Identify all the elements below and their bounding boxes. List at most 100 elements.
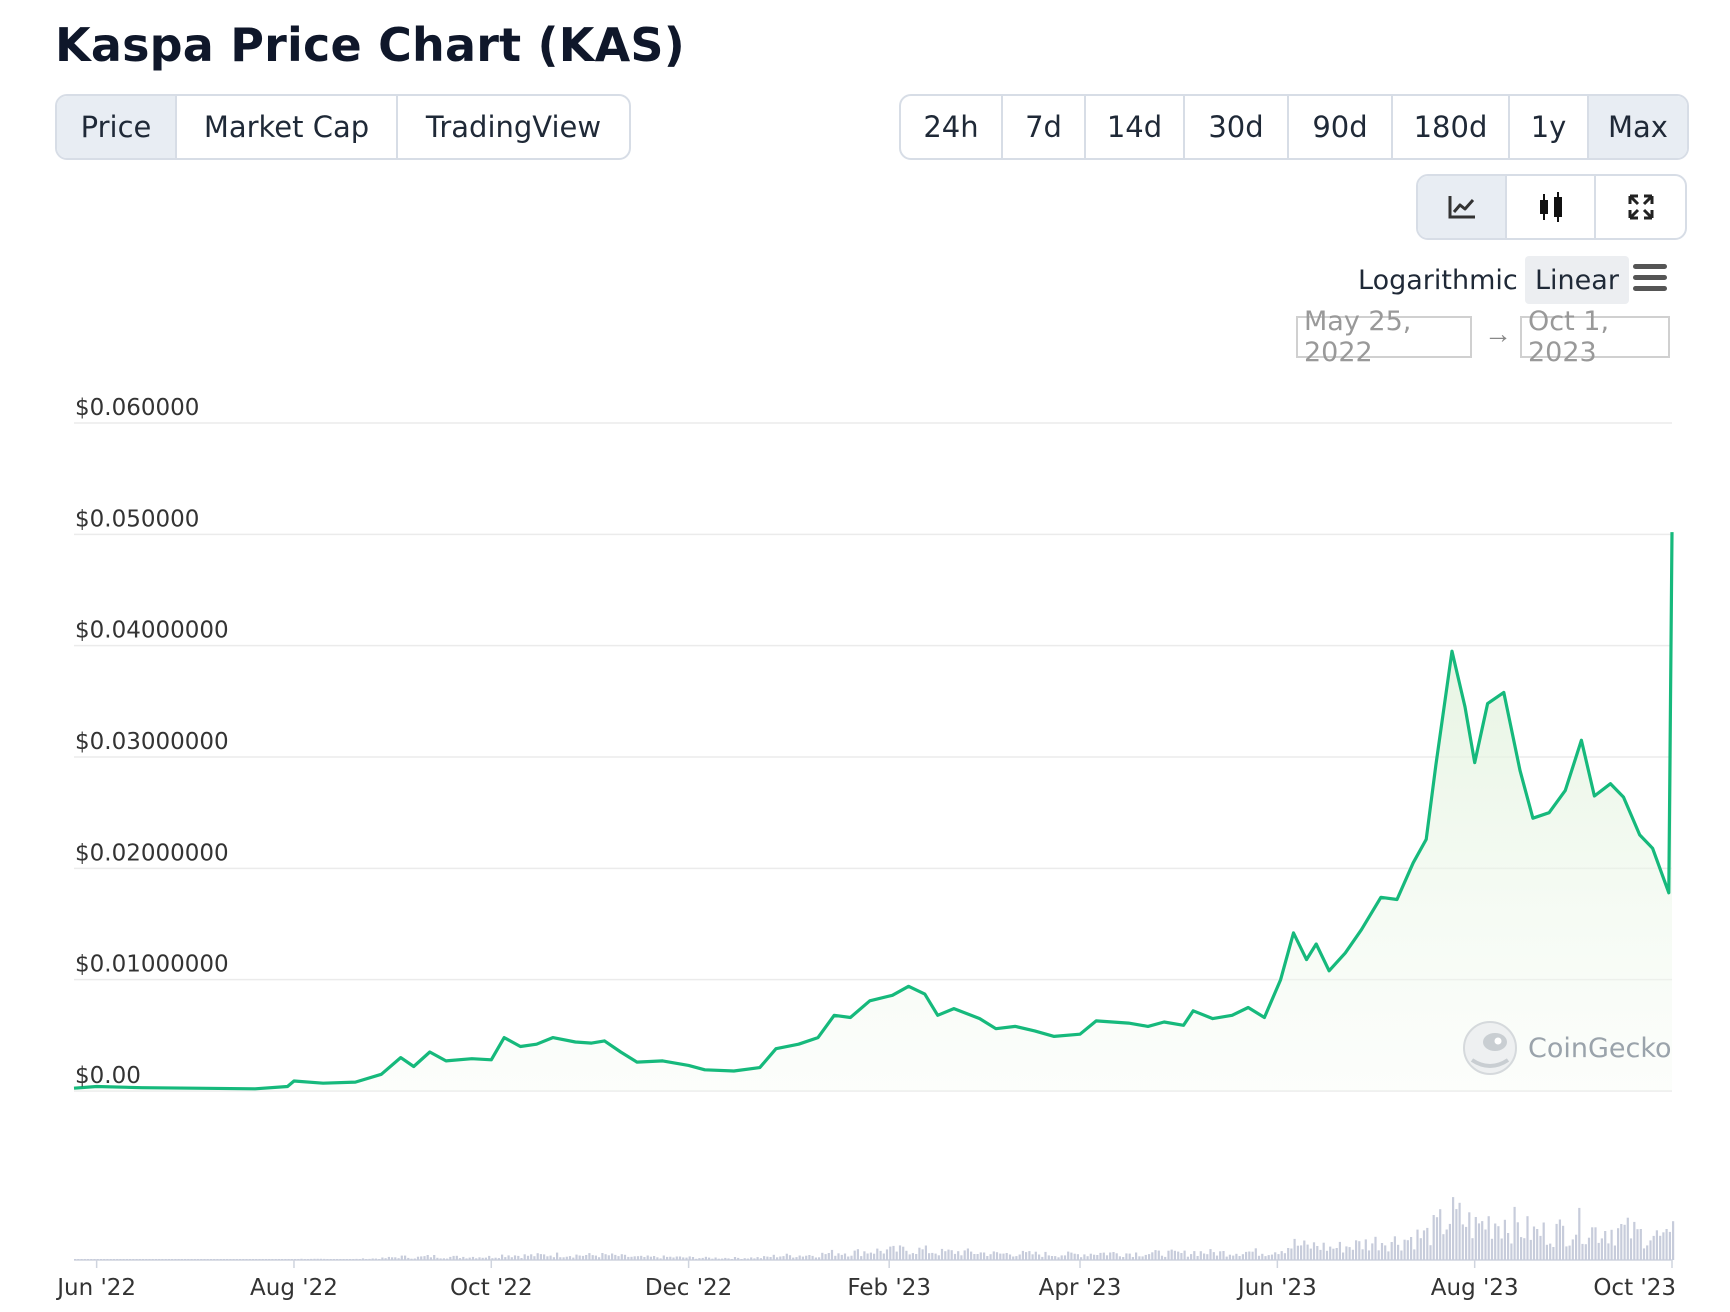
volume-bar: [1617, 1228, 1620, 1260]
volume-bar: [1280, 1251, 1283, 1260]
volume-bar: [1435, 1217, 1439, 1260]
volume-bar: [1012, 1256, 1015, 1260]
volume-bar: [174, 1259, 177, 1260]
volume-bar: [1199, 1251, 1202, 1260]
volume-bar: [1225, 1256, 1228, 1260]
volume-bar: [1565, 1246, 1568, 1260]
volume-bar: [471, 1256, 475, 1260]
volume-bar: [1144, 1254, 1147, 1260]
volume-bar: [995, 1252, 999, 1260]
tab-tradingview[interactable]: TradingView: [425, 110, 602, 144]
volume-bar: [1448, 1223, 1451, 1260]
volume-bar: [209, 1259, 213, 1260]
volume-bar: [1523, 1238, 1526, 1260]
volume-bar: [93, 1259, 96, 1260]
volume-bar: [1536, 1229, 1539, 1260]
volume-bar: [171, 1259, 174, 1260]
range-180d-button[interactable]: 180d: [1393, 96, 1510, 158]
volume-bar: [1118, 1256, 1121, 1260]
range-7d-button[interactable]: 7d: [1003, 96, 1086, 158]
volume-bar: [1484, 1229, 1487, 1260]
volume-bar: [1293, 1238, 1296, 1260]
volume-bar: [1093, 1254, 1096, 1260]
volume-bar: [323, 1258, 326, 1260]
volume-bar: [1419, 1238, 1422, 1260]
candlestick-button[interactable]: [1507, 176, 1596, 238]
volume-bar: [374, 1258, 377, 1260]
volume-bar: [161, 1259, 164, 1260]
range-14d-button[interactable]: 14d: [1086, 96, 1185, 158]
volume-bar: [164, 1259, 167, 1260]
volume-bar: [1309, 1248, 1312, 1260]
volume-bar: [1520, 1237, 1523, 1260]
volume-bar: [303, 1259, 306, 1260]
page-title: Kaspa Price Chart (KAS): [55, 18, 685, 72]
volume-bar: [1338, 1241, 1341, 1260]
volume-bar: [1575, 1234, 1578, 1260]
volume-bar: [378, 1259, 381, 1260]
volume-bar: [1410, 1237, 1413, 1260]
watermark-text: CoinGecko: [1528, 1033, 1672, 1064]
expand-button[interactable]: [1596, 176, 1685, 238]
volume-bar: [1610, 1229, 1613, 1260]
volume-bar: [1076, 1254, 1079, 1260]
volume-bar: [1057, 1257, 1060, 1260]
volume-bar: [86, 1259, 90, 1260]
volume-bar: [1186, 1256, 1189, 1260]
volume-bar: [116, 1259, 119, 1260]
volume-bar: [1112, 1252, 1115, 1260]
volume-bar: [627, 1256, 630, 1260]
volume-bar: [1296, 1245, 1299, 1260]
range-24h-button[interactable]: 24h: [901, 96, 1003, 158]
volume-bar: [649, 1256, 652, 1260]
scale-logarithmic-button[interactable]: Logarithmic: [1358, 264, 1518, 296]
volume-bar: [481, 1257, 484, 1260]
scale-linear-button[interactable]: Linear: [1525, 256, 1629, 304]
volume-bar: [633, 1256, 636, 1260]
volume-bar: [1325, 1250, 1329, 1260]
volume-bar: [772, 1254, 775, 1260]
range-max-button[interactable]: Max: [1589, 96, 1687, 158]
volume-bar: [1206, 1254, 1209, 1260]
volume-bar: [892, 1245, 895, 1260]
volume-bar: [1044, 1251, 1047, 1260]
tab-market-cap[interactable]: Market Cap: [177, 96, 398, 158]
tab-price[interactable]: Price: [57, 96, 177, 158]
volume-bar: [805, 1255, 808, 1260]
volume-bar: [1290, 1248, 1293, 1260]
volume-bar: [349, 1259, 352, 1260]
volume-bar: [1426, 1227, 1429, 1260]
volume-bar: [1063, 1255, 1067, 1260]
chart-menu-icon[interactable]: [1633, 264, 1667, 292]
volume-bar: [119, 1259, 122, 1260]
volume-bar: [1542, 1222, 1545, 1260]
volume-bar: [1138, 1256, 1141, 1260]
volume-bar: [135, 1259, 138, 1260]
volume-bar: [264, 1259, 268, 1260]
volume-bar: [1636, 1229, 1639, 1260]
range-90d-button[interactable]: 90d: [1289, 96, 1393, 158]
volume-bar: [145, 1259, 148, 1260]
volume-bar: [1173, 1250, 1176, 1260]
volume-bar: [1442, 1234, 1445, 1260]
range-30d-button[interactable]: 30d: [1185, 96, 1289, 158]
volume-bar: [552, 1257, 555, 1260]
volume-bar: [1374, 1236, 1377, 1260]
volume-bar: [1135, 1252, 1138, 1260]
volume-bar: [843, 1253, 847, 1260]
volume-bar: [277, 1259, 280, 1260]
volume-bar: [484, 1257, 487, 1260]
volume-bar: [397, 1258, 400, 1260]
volume-bar: [885, 1249, 889, 1260]
range-1y-button[interactable]: 1y: [1510, 96, 1589, 158]
volume-bar: [1070, 1252, 1073, 1260]
line-chart-button[interactable]: [1418, 176, 1507, 238]
volume-bar: [999, 1253, 1002, 1260]
x-tick-label: Apr '23: [1039, 1275, 1122, 1301]
volume-bar: [193, 1259, 196, 1260]
volume-bar: [889, 1246, 892, 1260]
volume-bar: [1549, 1243, 1552, 1260]
volume-bar: [578, 1255, 581, 1260]
volume-bar: [656, 1257, 659, 1260]
volume-bar: [433, 1255, 436, 1260]
